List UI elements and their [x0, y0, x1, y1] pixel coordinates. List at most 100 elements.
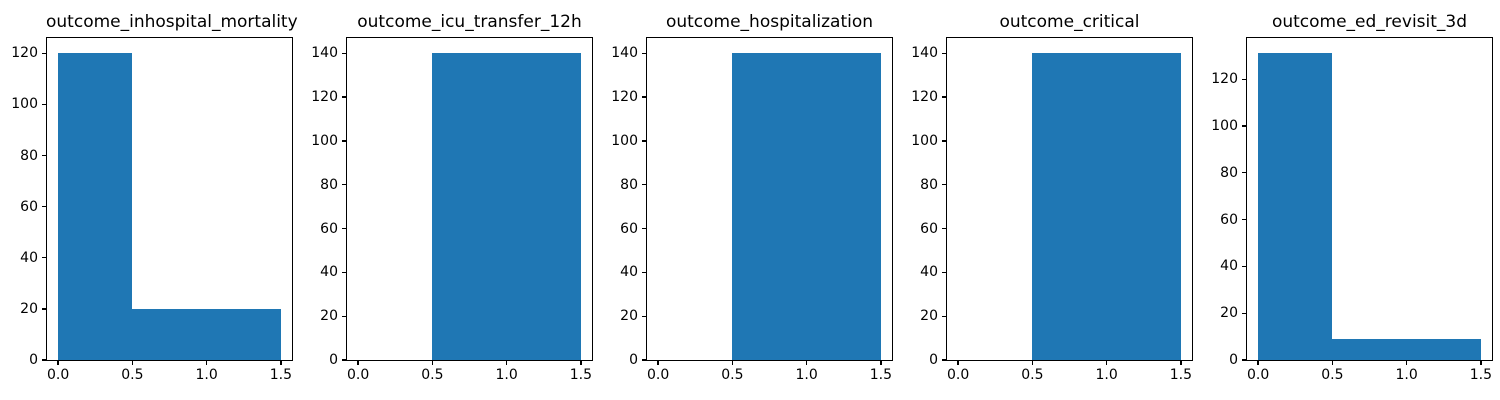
y-tick-label: 80 [920, 176, 938, 193]
subplot-outcome-hospitalization: outcome_hospitalization 0 20 40 60 80 100 120 1… [600, 0, 900, 400]
x-tick-mark [1480, 361, 1482, 365]
chart-title: outcome_icu_transfer_12h [357, 12, 582, 32]
plot-area: 0 20 40 60 80 100 120 140 0.0 0.5 1.0 1.5 [311, 37, 593, 382]
x-tick-mark [1105, 361, 1108, 365]
y-tick-mark [42, 103, 46, 106]
y-tick-mark [42, 206, 46, 208]
subplot-outcome-critical: outcome_critical 0 20 40 60 80 100 120 140 0.0 0.… [900, 0, 1200, 400]
histogram-bar [1332, 338, 1481, 360]
y-tick-label: 20 [20, 300, 38, 317]
y-tick-label: 0 [629, 352, 638, 368]
y-tick-mark [342, 227, 346, 230]
x-tick-mark [131, 361, 134, 365]
y-tick-label: 60 [920, 220, 938, 237]
y-tick-label: 140 [911, 45, 938, 62]
x-tick-mark [957, 361, 959, 365]
y-tick-mark [42, 154, 46, 157]
y-tick-label: 60 [20, 198, 38, 215]
x-tick-label: 1.5 [269, 367, 292, 383]
y-tick-mark [642, 184, 646, 186]
x-tick-label: 1.5 [1469, 367, 1492, 383]
y-tick-mark [1242, 359, 1246, 361]
y-tick-mark [342, 315, 346, 317]
y-tick-mark [642, 359, 646, 361]
x-tick-mark [1031, 361, 1034, 365]
y-tick-label: 80 [20, 147, 38, 164]
x-tick-label: 0.0 [946, 367, 970, 383]
y-tick-label: 60 [620, 220, 638, 237]
chart-title: outcome_hospitalization [665, 12, 874, 32]
y-tick-mark [942, 96, 946, 98]
histogram-bar [732, 53, 881, 360]
y-tick-label: 100 [611, 132, 638, 149]
x-tick-label: 0.5 [1321, 367, 1344, 383]
y-tick-label: 60 [1220, 211, 1238, 228]
y-tick-label: 100 [911, 132, 938, 149]
y-tick-label: 40 [320, 264, 338, 281]
subplot-outcome-ed-revisit-3d: outcome_ed_revisit_3d 0 20 40 60 80 100 120 0.0… [1200, 0, 1500, 400]
y-tick-mark [342, 96, 346, 98]
y-tick-mark [342, 271, 346, 274]
y-tick-label: 140 [611, 45, 638, 62]
y-tick-label: 120 [311, 89, 338, 106]
x-tick-label: 0.5 [721, 367, 744, 383]
y-tick-label: 120 [611, 89, 638, 106]
y-tick-mark [1242, 312, 1246, 314]
y-tick-mark [642, 140, 646, 142]
histogram-bar [432, 53, 581, 360]
y-tick-mark [42, 52, 46, 54]
x-tick-label: 1.0 [1095, 367, 1118, 383]
y-tick-mark [942, 140, 946, 142]
x-tick-mark [431, 361, 434, 365]
y-tick-label: 100 [11, 96, 38, 113]
y-tick-label: 20 [620, 308, 638, 325]
x-tick-label: 1.5 [1169, 367, 1192, 383]
x-tick-mark [57, 361, 59, 365]
x-tick-mark [731, 361, 734, 365]
x-tick-label: 1.0 [795, 367, 818, 383]
plot-area: 0 20 40 60 80 100 120 140 0.0 0.5 1.0 1.5 [611, 37, 893, 382]
x-tick-mark [205, 361, 208, 365]
y-tick-label: 80 [320, 176, 338, 193]
chart-title: outcome_critical [999, 12, 1140, 32]
y-tick-mark [942, 315, 946, 317]
y-tick-label: 120 [11, 45, 38, 62]
y-tick-label: 120 [1211, 71, 1238, 88]
x-tick-mark [280, 361, 282, 365]
y-tick-mark [342, 140, 346, 142]
x-tick-label: 0.0 [346, 367, 370, 383]
histogram-bar [1032, 53, 1181, 360]
x-tick-label: 1.0 [195, 367, 218, 383]
x-tick-label: 0.5 [421, 367, 444, 383]
y-tick-mark [42, 308, 46, 310]
y-tick-label: 0 [1229, 352, 1238, 368]
chart-title: outcome_ed_revisit_3d [1271, 12, 1468, 32]
y-tick-label: 80 [620, 176, 638, 193]
y-tick-mark [942, 52, 946, 54]
y-tick-label: 20 [920, 308, 938, 325]
x-tick-label: 0.5 [1021, 367, 1044, 383]
y-tick-mark [942, 271, 946, 274]
y-tick-mark [1242, 125, 1246, 127]
x-tick-label: 0.0 [646, 367, 670, 383]
x-tick-mark [1331, 361, 1334, 365]
x-tick-label: 0.0 [46, 367, 70, 383]
x-tick-mark [580, 361, 582, 365]
x-tick-mark [1180, 361, 1182, 365]
x-tick-label: 1.0 [1395, 367, 1418, 383]
y-tick-label: 140 [311, 45, 338, 62]
y-tick-mark [942, 227, 946, 230]
y-tick-mark [642, 227, 646, 230]
y-tick-label: 80 [1220, 164, 1238, 181]
y-tick-mark [1242, 218, 1246, 221]
x-tick-label: 1.5 [569, 367, 592, 383]
x-tick-label: 0.5 [121, 367, 144, 383]
x-tick-mark [505, 361, 508, 365]
y-tick-label: 0 [29, 352, 38, 368]
y-tick-mark [942, 359, 946, 361]
y-tick-mark [642, 315, 646, 317]
y-tick-label: 40 [20, 249, 38, 266]
y-tick-mark [1242, 265, 1246, 268]
y-tick-label: 100 [311, 132, 338, 149]
